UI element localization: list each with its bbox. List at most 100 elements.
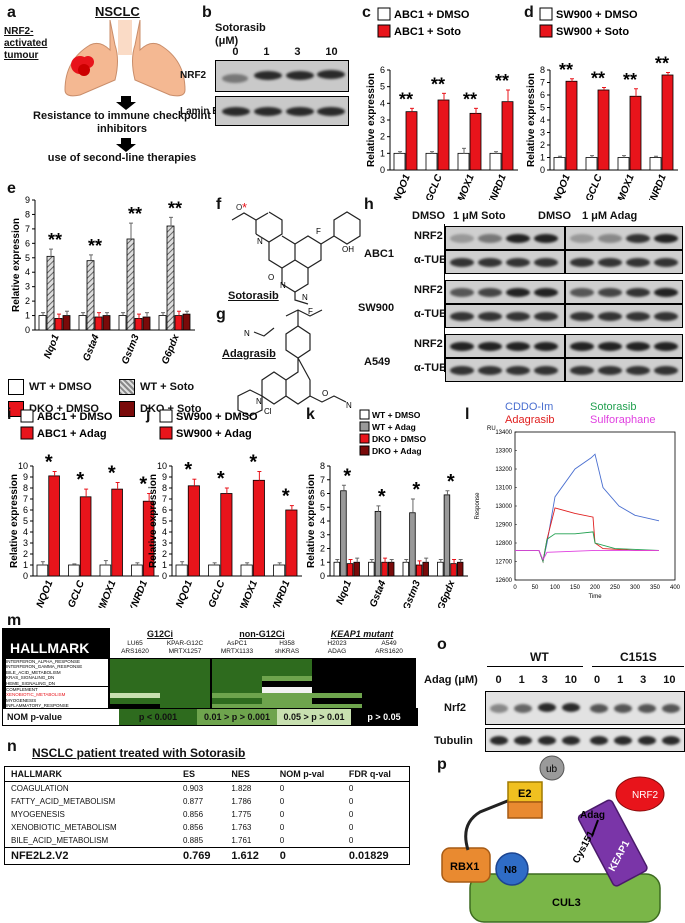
band [654,366,678,375]
legend-swatch [20,409,34,423]
e2-shape-bottom [507,801,543,819]
bar [629,95,642,171]
heatmap-cell [312,687,362,693]
band [570,366,594,375]
x-tick-label: Gstm3 [401,579,423,608]
dose-1: 1 [263,46,270,58]
band [598,288,622,297]
cul3-complex-diagram: CUL3 RBX1 N8 E2 ub NRF2 Adag Cys151 KEAP… [441,755,665,923]
band [654,258,678,267]
table-cell: 0.877 [183,797,204,806]
band [626,234,650,243]
o-group-c151s: C151S [620,650,657,664]
bar [422,561,429,577]
bar [68,564,80,577]
svg-text:*: * [290,306,295,313]
h-blot [445,226,565,250]
h-cell-abc1: ABC1 [364,248,394,260]
table-cell: 0 [279,797,285,806]
heatmap-cell [160,664,210,671]
heatmap-cell [212,692,262,699]
bar [437,99,450,171]
significance-mark: ** [399,89,413,109]
cul3-shape [469,873,661,923]
x-tick-label: NQO1 [392,173,413,200]
h-treat2: 1 μM Soto [453,210,506,222]
x-tick-label: NQO1 [174,579,195,608]
n8-text: N8 [504,865,517,876]
unit-label: RU [487,426,496,432]
heatmap-cell [364,703,416,710]
y-tick-label: 6 [320,489,325,499]
y-tick-label: 8 [162,483,167,493]
table-cell: 1.763 [231,823,252,832]
blot-b-nrf2 [215,60,349,92]
panel-k-label: k [306,406,315,423]
bar [78,315,87,331]
bar [273,564,286,577]
band [450,342,474,351]
significance-mark: * [343,465,351,487]
significance-mark: * [447,471,455,493]
dose-3: 3 [294,46,301,58]
heatmap-row-label: INTERFERON_ALPHA_RESPONSE [6,658,108,665]
heatmap-col-label: H2023 ADAG [327,640,347,655]
band [450,258,474,267]
o-dose: 3 [541,674,548,686]
blot-o-tubulin [485,728,685,752]
panel-n-title: NSCLC patient treated with Sotorasib [32,746,246,760]
x-axis-label: Time [588,594,602,600]
h-row-label: α-TUB [414,362,448,374]
heatmap-cell [312,675,362,682]
table-row: XENOBIOTIC_METABOLISM 0.856 1.763 0 0 [5,821,409,834]
legend-swatch [377,24,391,38]
heatmap-cell [364,670,416,676]
bar [346,563,354,577]
panel-c-label: c [362,4,371,21]
heatmap-row-label: XENOBIOTIC_METABOLISM [6,692,108,698]
x-tick-label: Nqo1 [334,579,354,607]
heatmap-cell [312,681,362,687]
cul3-text: CUL3 [552,897,581,909]
y-tick-label: 2 [162,549,167,559]
x-tick-label: Gsta4 [368,579,389,608]
legend-label: WT + Adag [372,422,416,432]
x-tick-label: TXNRD1 [644,173,669,200]
h-blot [445,280,565,304]
table-cell: 0.885 [183,836,204,845]
svg-text:*: * [242,200,247,215]
x-tick-label: 200 [590,585,601,591]
significance-mark: * [184,459,192,481]
band [506,234,530,243]
y-tick-label: 3 [23,538,28,548]
significance-mark: * [282,486,290,508]
x-tick-label: HMOX1 [237,579,261,608]
h-blot [445,358,565,382]
y-tick-label: 0 [540,165,545,175]
table-cell: XENOBIOTIC_METABOLISM [11,823,117,832]
heatmap-cell [212,664,262,671]
legend-label: WT + DMSO [372,410,421,420]
nrf2-text: NRF2 [632,790,659,801]
h-treat4: 1 μM Adag [582,210,638,222]
y-tick-label: 0 [380,165,385,175]
x-tick-label: HMOX1 [613,173,637,200]
y-tick-label: 0 [162,571,167,581]
band [478,312,502,321]
e2-text: E2 [518,788,531,800]
band [506,342,530,351]
y-tick-label: 13100 [495,486,512,492]
bar [220,493,233,577]
heatmap-row-label: KRAS_SIGNALING_DN [6,675,108,681]
y-tick-label: 5 [320,502,325,512]
band [626,342,650,351]
heatmap-cell [364,687,416,693]
y-tick-label: 7 [540,78,545,88]
legend-swatch [359,433,370,444]
col-nes: NES [231,769,250,779]
col-nom: NOM p-val [279,769,325,779]
y-tick-label: 7 [23,494,28,504]
x-tick-label: 350 [650,585,661,591]
arrow-down-icon [116,96,136,110]
y-tick-label: 9 [25,195,30,205]
